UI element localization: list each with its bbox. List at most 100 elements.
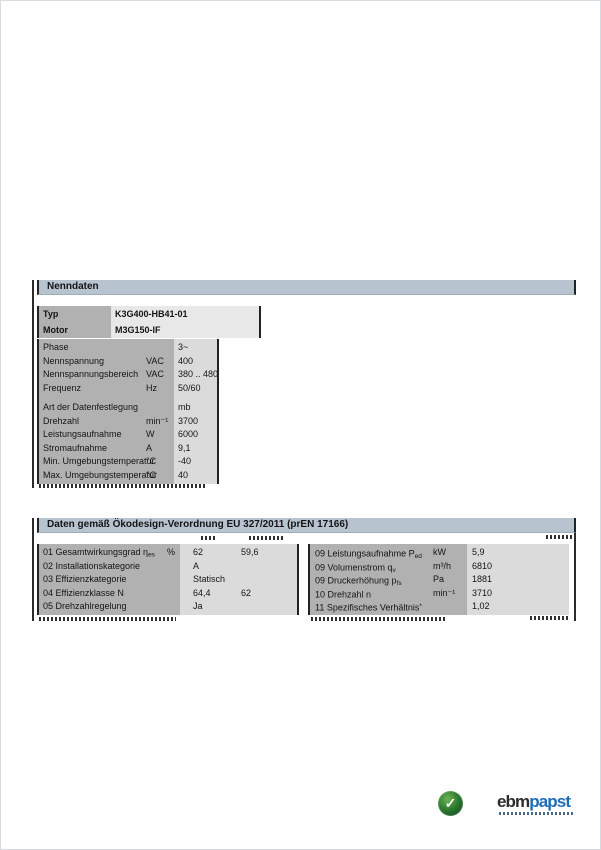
table-row: 03 Effizienzkategorie Statisch	[39, 573, 297, 587]
row-label: 11 Spezifisches Verhältnis*	[315, 602, 422, 613]
row-value-actual: 62	[193, 547, 204, 557]
clipped-footnote-fragment	[39, 484, 206, 488]
row-unit: Hz	[146, 382, 157, 393]
table-row: 01 Gesamtwirkungsgrad ηes % 62 59,6	[39, 546, 297, 560]
table-row: 11 Spezifisches Verhältnis* 1,02	[310, 600, 569, 614]
table-row: Leistungsaufnahme W 6000	[39, 428, 217, 442]
row-unit: min⁻¹	[146, 415, 169, 426]
row-value: 50/60	[178, 382, 201, 393]
row-value-actual: A	[193, 560, 200, 571]
row-label: Stromaufnahme	[43, 442, 108, 453]
row-label: Max. Umgebungstemperatur	[43, 469, 158, 480]
clipped-footnote-fragment	[39, 617, 176, 621]
row-label: 10 Drehzahl n	[315, 589, 372, 600]
row-value-actual: 64,4	[193, 587, 211, 598]
row-value: 380 .. 480	[178, 369, 219, 379]
row-value: 1,02	[472, 601, 490, 612]
ecodesign-table-left: 01 Gesamtwirkungsgrad ηes % 62 59,6 02 I…	[37, 544, 299, 615]
row-unit: %	[167, 547, 176, 557]
row-value: 3~	[178, 342, 189, 352]
row-unit: kW	[433, 547, 446, 557]
type-motor-table: Typ K3G400-HB41-01 Motor M3G150-IF	[37, 306, 261, 338]
row-value: 6810	[472, 560, 493, 571]
table-row: 09 Druckerhöhung pfs Pa 1881	[310, 573, 569, 587]
table-row: Drehzahl min⁻¹ 3700	[39, 415, 217, 429]
table-row: Nennspannungsbereich VAC 380 .. 480	[39, 368, 217, 382]
table-row: 09 Leistungsaufnahme Ped kW 5,9	[310, 546, 569, 560]
row-value: 9,1	[178, 442, 191, 453]
row-value: 3700	[178, 415, 199, 426]
table-row: 04 Effizienzklasse N 64,4 62	[39, 587, 297, 601]
row-unit: °C	[146, 456, 157, 466]
section-title: Daten gemäß Ökodesign-Verordnung EU 327/…	[47, 519, 349, 530]
ecodesign-table-right: 09 Leistungsaufnahme Ped kW 5,9 09 Volum…	[308, 544, 569, 615]
table-row: Phase 3~	[39, 341, 217, 355]
table-row: Nennspannung VAC 400	[39, 355, 217, 369]
row-value-target: 59,6	[241, 547, 259, 557]
section-header-nenndaten: Nenndaten	[37, 280, 576, 295]
table-row: Typ K3G400-HB41-01	[39, 306, 259, 322]
row-unit: °C	[146, 469, 157, 480]
row-label: Leistungsaufnahme	[43, 429, 122, 439]
section-header-ecodesign: Daten gemäß Ökodesign-Verordnung EU 327/…	[37, 518, 576, 533]
row-label: 03 Effizienzkategorie	[43, 574, 127, 585]
right-margin-rule	[574, 518, 576, 621]
row-value: 3710	[472, 587, 493, 598]
row-label: 09 Volumenstrom qv	[315, 562, 396, 574]
nominal-data-table: Phase 3~ Nennspannung VAC 400 Nennspannu…	[37, 339, 219, 484]
table-row: 02 Installationskategorie A	[39, 560, 297, 574]
row-value: 6000	[178, 429, 199, 439]
left-margin-rule	[32, 280, 34, 488]
table-row: 09 Volumenstrom qv m³/h 6810	[310, 560, 569, 574]
row-value: -40	[178, 456, 192, 466]
logo-tagline-fragment	[499, 812, 573, 815]
check-icon: ✓	[444, 795, 457, 811]
row-value: M3G150-IF	[115, 325, 161, 335]
table-row: Motor M3G150-IF	[39, 322, 259, 338]
logo-text-papst: papst	[529, 792, 571, 811]
row-label: Min. Umgebungstemperatur	[43, 456, 155, 466]
row-label: Nennspannung	[43, 355, 105, 366]
row-label: Typ	[43, 309, 59, 319]
row-unit: A	[146, 442, 153, 453]
row-value: 40	[178, 469, 189, 480]
row-unit: VAC	[146, 369, 164, 379]
table-row: Art der Datenfestlegung mb	[39, 401, 217, 415]
row-value: mb	[178, 402, 191, 412]
row-value-target: 62	[241, 587, 252, 598]
clipped-header-fragment	[249, 536, 283, 540]
ebmpapst-logo: ebmpapst	[497, 792, 571, 811]
row-value-actual: Statisch	[193, 574, 226, 585]
row-unit: min⁻¹	[433, 587, 456, 598]
clipped-header-fragment	[201, 536, 216, 540]
row-label: 09 Leistungsaufnahme Ped	[315, 548, 422, 561]
greentech-logo-icon: ✓	[438, 791, 463, 816]
row-label: Phase	[43, 342, 69, 352]
table-row: Stromaufnahme A 9,1	[39, 442, 217, 456]
logo-text-ebm: ebm	[497, 792, 530, 811]
table-row: 05 Drehzahlregelung Ja	[39, 600, 297, 614]
row-label: 01 Gesamtwirkungsgrad ηes	[43, 547, 155, 559]
row-label: 02 Installationskategorie	[43, 560, 141, 571]
clipped-footnote-fragment	[530, 616, 570, 620]
row-unit: W	[146, 429, 155, 439]
left-margin-rule	[32, 518, 34, 621]
row-label: 04 Effizienzklasse N	[43, 587, 124, 598]
row-label: Art der Datenfestlegung	[43, 402, 139, 412]
row-value-actual: Ja	[193, 601, 203, 612]
row-unit: Pa	[433, 574, 445, 585]
row-label: Frequenz	[43, 382, 82, 393]
row-label: Drehzahl	[43, 415, 80, 426]
table-row: Min. Umgebungstemperatur °C -40	[39, 455, 217, 469]
table-row: Frequenz Hz 50/60	[39, 382, 217, 396]
clipped-footnote-fragment	[311, 617, 446, 621]
table-row: Max. Umgebungstemperatur °C 40	[39, 469, 217, 483]
section-title: Nenndaten	[47, 281, 99, 292]
clipped-header-fragment	[546, 535, 572, 539]
row-unit: m³/h	[433, 560, 451, 571]
row-value: K3G400-HB41-01	[115, 309, 188, 319]
row-label: Motor	[43, 325, 68, 335]
row-label: 05 Drehzahlregelung	[43, 601, 127, 612]
row-value: 5,9	[472, 547, 485, 557]
